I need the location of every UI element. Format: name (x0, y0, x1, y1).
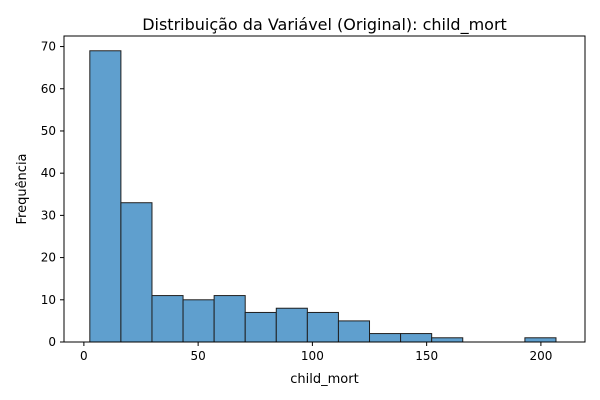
x-axis-label: child_mort (290, 372, 358, 387)
y-tick-label: 70 (41, 40, 56, 54)
y-tick-label: 50 (41, 124, 56, 138)
y-axis-label: Frequência (15, 153, 30, 224)
histogram-bar-9 (369, 333, 402, 343)
histogram-bar-1 (120, 202, 153, 343)
histogram-bar-0 (89, 50, 122, 343)
histogram-bar-8 (337, 320, 371, 343)
histogram-bar-7 (306, 311, 339, 343)
plot-frame (63, 35, 586, 343)
x-tick-label: 150 (415, 349, 438, 363)
chart-title: Distribuição da Variável (Original): chi… (142, 15, 507, 35)
histogram-bar-6 (275, 307, 308, 343)
histogram-bar-3 (182, 299, 215, 343)
y-tick-label: 30 (41, 208, 56, 222)
y-tick-label: 40 (41, 166, 56, 180)
y-tick-label: 20 (41, 251, 56, 265)
x-axis-ticks: 0 50 100 150 200 (80, 342, 552, 363)
x-tick-label: 200 (529, 349, 552, 363)
y-tick-label: 0 (48, 335, 56, 349)
x-tick-label: 100 (301, 349, 324, 363)
histogram-bar-4 (213, 295, 246, 343)
y-tick-label: 10 (41, 293, 56, 307)
x-tick-label: 0 (80, 349, 88, 363)
y-tick-label: 60 (41, 82, 56, 96)
histogram-bar-10 (400, 333, 433, 343)
y-axis-ticks: 0 10 20 30 40 50 60 70 (41, 40, 64, 349)
histogram-bar-2 (151, 295, 184, 343)
histogram-bars (89, 50, 557, 343)
histogram-bar-11 (431, 337, 464, 343)
histogram-bar-14 (524, 337, 557, 343)
histogram-bar-5 (244, 311, 277, 343)
x-tick-label: 50 (190, 349, 205, 363)
